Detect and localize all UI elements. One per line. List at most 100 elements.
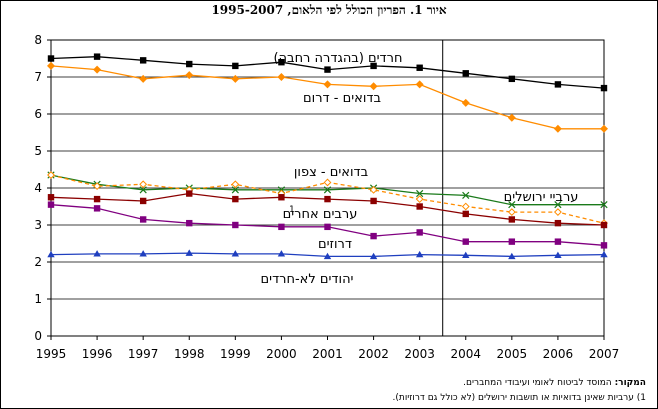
data-point (416, 64, 423, 71)
data-point (461, 98, 470, 107)
data-point (508, 252, 516, 260)
x-tick-label: 1996 (82, 347, 113, 361)
series-label: ערביי ירושלים (504, 190, 579, 205)
data-point (185, 71, 194, 80)
x-tick-label: 1998 (174, 347, 205, 361)
data-point (278, 194, 285, 201)
data-point (462, 70, 469, 77)
data-point (93, 65, 102, 74)
data-point (370, 62, 377, 70)
data-point (47, 61, 55, 70)
data-point (370, 232, 377, 240)
data-point (416, 189, 424, 198)
data-point (278, 59, 285, 66)
data-point (507, 208, 516, 216)
x-tick-label: 2001 (312, 347, 343, 361)
x-tick-label: 1997 (128, 347, 159, 361)
source-label: המקור: (614, 378, 646, 388)
series-label: בדואים - דרום (303, 91, 381, 106)
data-point (186, 219, 193, 227)
x-tick-label: 2003 (404, 347, 435, 361)
data-point (415, 250, 424, 258)
data-point (232, 62, 239, 70)
y-tick-label: 6 (34, 107, 42, 121)
data-point (600, 250, 608, 258)
series-label: דרוזים (318, 237, 352, 252)
data-point (369, 82, 378, 91)
data-point (600, 84, 608, 92)
chart-title: איור 1. הפריון הכולל לפי הלאום, 1995-200… (211, 3, 447, 17)
data-point (462, 210, 469, 218)
data-point (554, 81, 562, 88)
data-point (93, 195, 101, 203)
y-tick-label: 3 (34, 218, 42, 232)
data-point (323, 80, 332, 89)
data-point (47, 194, 55, 201)
data-point (186, 190, 193, 197)
data-point (47, 250, 55, 258)
x-tick-label: 1995 (36, 347, 67, 361)
series-label: חרדים (בהגדרה רחבה) (273, 51, 402, 66)
data-point (232, 221, 239, 229)
x-tick-label: 2000 (266, 347, 297, 361)
data-point (93, 53, 101, 60)
x-tick-label: 2005 (497, 347, 528, 361)
data-point (139, 216, 147, 223)
source-note: המקור: המוסד לביטוח לאומי ועיבודי המחברי… (0, 376, 646, 391)
y-tick-label: 7 (34, 70, 42, 84)
data-point (370, 197, 377, 205)
data-point (600, 242, 608, 249)
data-point (415, 80, 424, 89)
data-point (462, 251, 470, 259)
data-point (47, 201, 55, 208)
data-point (553, 124, 562, 133)
data-point (139, 74, 148, 83)
data-point (508, 201, 516, 209)
data-point (231, 250, 240, 257)
data-point (278, 223, 285, 231)
y-tick-label: 5 (34, 144, 42, 158)
footnote: 1) ערביות שאינן בדואיות או תושבות ירושלי… (392, 393, 646, 403)
data-point (461, 202, 470, 211)
data-point (554, 251, 562, 259)
y-tick-label: 2 (34, 255, 42, 269)
x-tick-label: 2007 (589, 347, 620, 361)
data-point (324, 223, 331, 231)
data-point (415, 195, 424, 204)
data-point (47, 171, 55, 179)
x-tick-label: 2002 (358, 347, 389, 361)
data-point (554, 208, 562, 216)
source-text: המוסד לביטוח לאומי ועיבודי המחברים. (463, 378, 615, 388)
data-point (139, 180, 148, 189)
data-point (600, 124, 608, 133)
data-point (416, 203, 423, 210)
data-point (47, 55, 55, 62)
data-point (277, 73, 286, 81)
data-point (554, 201, 562, 209)
data-point (369, 252, 378, 260)
data-point (186, 60, 193, 68)
data-point (277, 250, 286, 257)
data-point (324, 66, 331, 73)
data-point (462, 191, 470, 200)
data-point (231, 186, 239, 194)
data-point (139, 250, 147, 257)
data-point (507, 113, 516, 122)
data-point (185, 249, 193, 256)
data-point (93, 250, 101, 257)
data-point (323, 186, 332, 194)
data-point (323, 178, 332, 187)
x-tick-label: 1999 (220, 347, 251, 361)
data-point (600, 201, 608, 209)
data-point (369, 185, 378, 194)
data-point (554, 219, 562, 227)
data-point (139, 197, 147, 205)
data-point (508, 216, 516, 223)
data-point (554, 238, 562, 245)
data-point (139, 57, 147, 64)
data-point (231, 180, 240, 189)
data-point (508, 75, 516, 83)
data-point (93, 205, 101, 212)
data-point (600, 221, 608, 229)
